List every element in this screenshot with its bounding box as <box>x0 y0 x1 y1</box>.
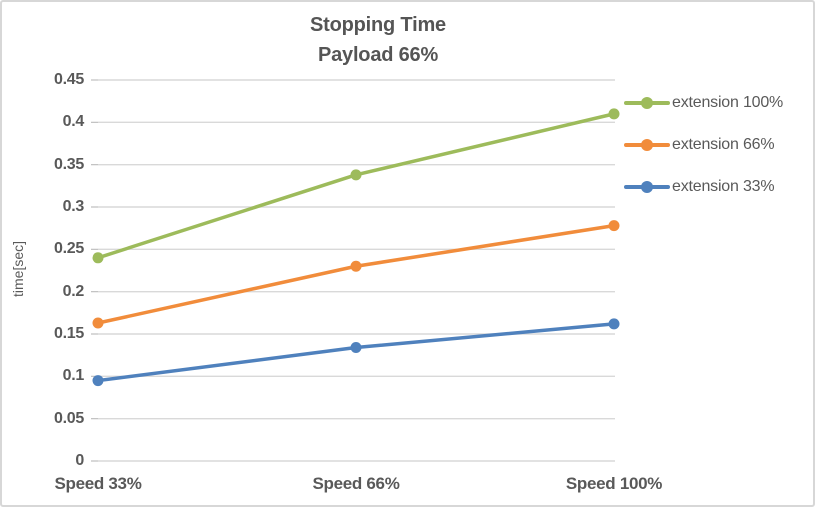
x-tick-label: Speed 66% <box>312 474 400 493</box>
y-tick-label: 0.3 <box>62 198 85 215</box>
chart-title[interactable]: Stopping Time Payload 66% <box>98 10 658 70</box>
y-tick-label: 0.2 <box>62 282 85 300</box>
legend-dot-icon <box>641 97 653 109</box>
y-tick-label: 0.25 <box>54 240 84 258</box>
legend-item-extension-66-[interactable]: extension 66% <box>624 132 783 158</box>
series-line-extension-66-[interactable] <box>96 223 616 325</box>
data-point-marker[interactable] <box>350 260 362 272</box>
legend-dot-icon <box>641 181 653 193</box>
y-tick-label: 0.45 <box>54 71 84 88</box>
y-tick-label: 0.05 <box>54 409 84 427</box>
x-tick-label: Speed 33% <box>54 474 142 493</box>
legend-dot-icon <box>641 139 653 151</box>
data-point-marker[interactable] <box>608 318 620 330</box>
y-tick-label: 0.1 <box>62 367 85 385</box>
chart-title-line2: Payload 66% <box>317 44 439 66</box>
legend-item-extension-100-[interactable]: extension 100% <box>624 90 783 116</box>
legend-label: extension 66% <box>672 136 775 153</box>
y-tick-label: 0 <box>75 452 84 469</box>
y-tick-label: 0.15 <box>54 325 84 342</box>
legend-label: extension 100% <box>672 94 784 111</box>
data-point-marker[interactable] <box>350 169 362 181</box>
legend-series-marker-icon <box>624 90 670 116</box>
data-point-marker[interactable] <box>350 342 362 354</box>
y-tick-label: 0.35 <box>54 155 84 173</box>
legend-series-marker-icon <box>624 174 670 200</box>
data-point-marker[interactable] <box>608 108 620 120</box>
data-point-marker[interactable] <box>92 317 104 329</box>
chart-title-line1: Stopping Time <box>310 14 446 36</box>
legend-series-marker-icon <box>624 132 670 158</box>
data-point-marker[interactable] <box>92 375 104 387</box>
data-point-marker[interactable] <box>608 220 620 232</box>
y-tick-label: 0.4 <box>62 113 85 131</box>
data-point-marker[interactable] <box>92 252 104 264</box>
legend-item-extension-33-[interactable]: extension 33% <box>624 174 783 200</box>
x-tick-label: Speed 100% <box>565 474 663 493</box>
legend-label: extension 33% <box>672 178 775 195</box>
legend[interactable]: extension 100% extension 66% extension 33% <box>624 90 783 200</box>
